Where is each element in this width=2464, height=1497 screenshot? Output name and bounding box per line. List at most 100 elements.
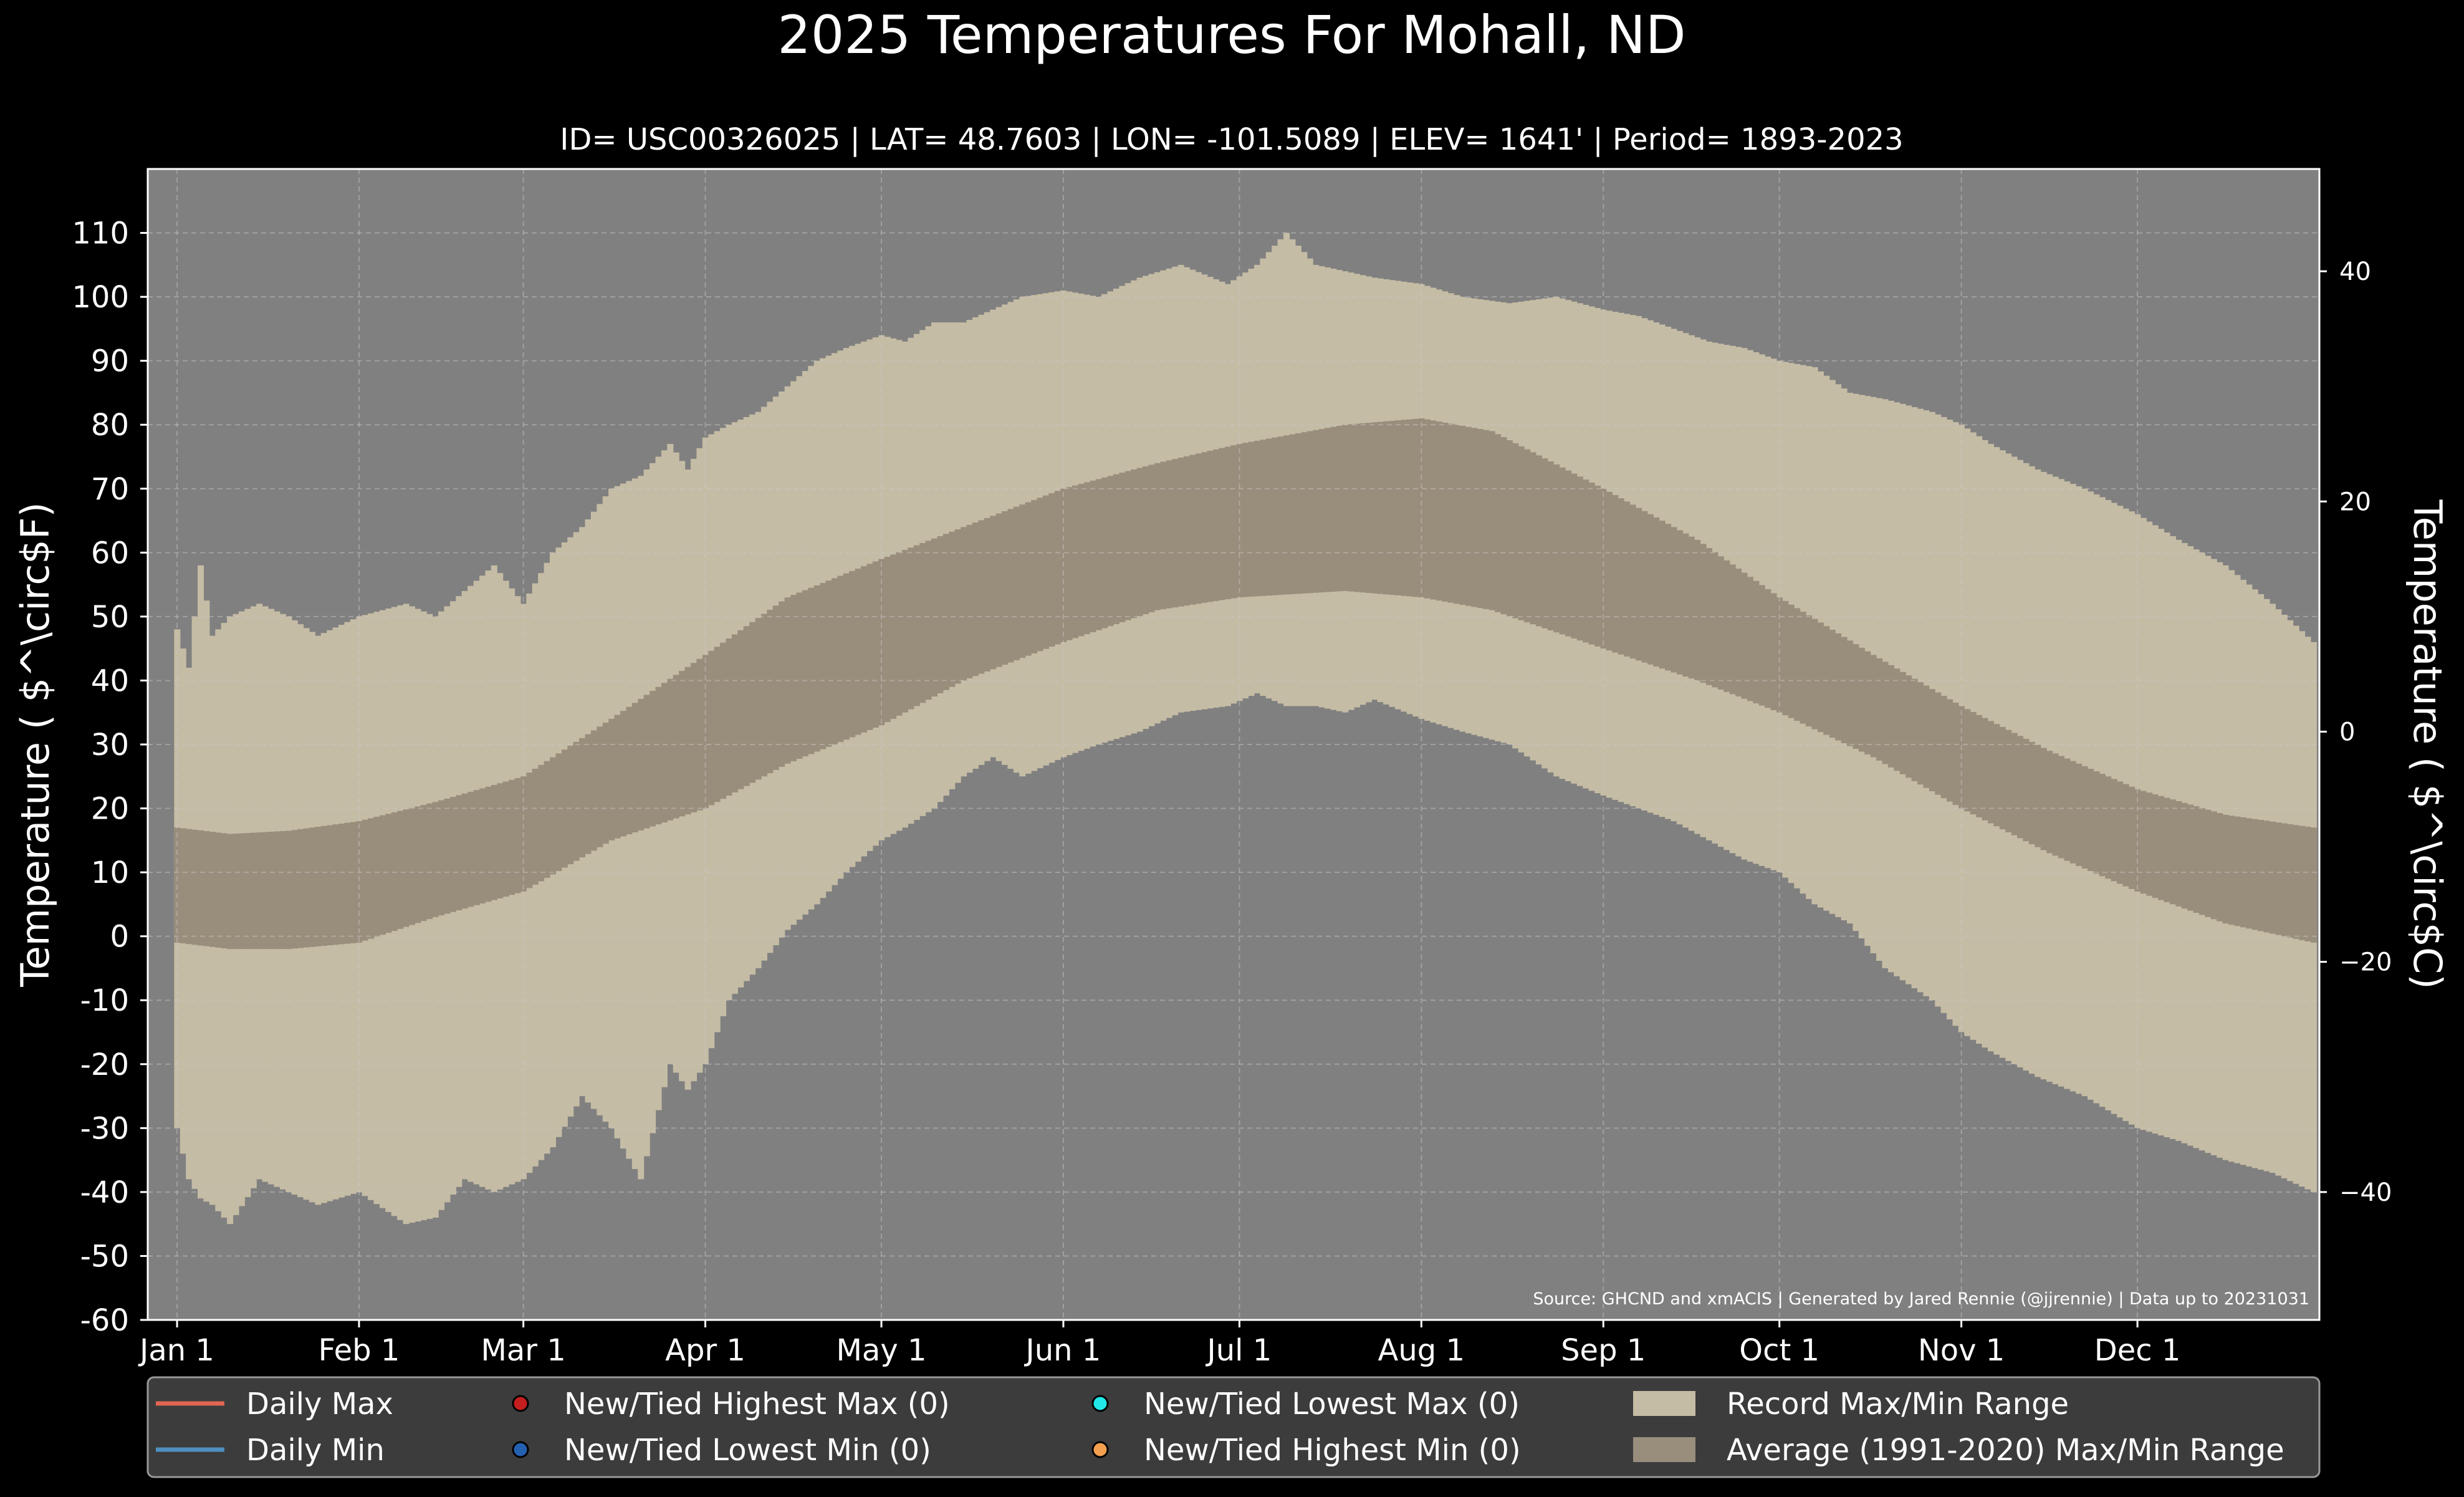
normal-bar [2228,816,2235,925]
normal-bar [925,541,932,700]
normal-bar [315,827,322,946]
normal-bar [1676,530,1683,675]
normal-bar [673,675,679,819]
y-left-tick-label: -50 [80,1239,129,1274]
normal-bar [285,830,292,950]
normal-bar [1723,560,1730,692]
normal-bar [1007,509,1014,663]
legend-marker-swatch [1091,1441,1109,1458]
normal-bar [1571,473,1578,638]
normal-bar [1964,709,1971,812]
normal-bar [949,531,956,687]
normal-bar [2205,809,2212,917]
normal-bar [1583,479,1589,643]
normal-bar [449,797,456,912]
normal-bar [872,561,879,728]
normal-bar [1277,436,1284,595]
y-right-tick-label: −20 [2339,948,2392,977]
normal-bar [1806,615,1813,727]
normal-bar [1394,420,1401,595]
normal-bar [2117,781,2124,884]
normal-bar [262,832,269,950]
normal-bar [303,828,310,948]
normal-bar [2028,741,2035,844]
normal-bar [456,795,463,910]
normal-bar [931,538,938,697]
normal-bar [544,761,550,878]
normal-bar [908,547,914,710]
normal-bar [2210,811,2217,920]
normal-bar [432,802,439,917]
x-tick-label: Dec 1 [2094,1333,2181,1368]
normal-bar [174,827,181,943]
y-left-tick-label: 0 [110,920,129,955]
normal-bar [2152,794,2159,898]
normal-bar [760,614,768,777]
normal-bar [978,520,985,674]
normal-bar [2128,786,2135,889]
normal-bar [855,568,861,735]
normal-bar [2246,818,2253,929]
normal-bar [344,822,351,944]
normal-bar [1729,564,1736,695]
normal-bar [1418,418,1425,598]
normal-bar [338,823,345,945]
normal-bar [837,575,844,743]
normal-bar [1318,429,1325,593]
normal-bar [743,626,750,786]
normal-bar [1758,585,1765,706]
normal-bar [849,570,856,738]
normal-bar [1999,726,2006,830]
normal-bar [1735,568,1742,697]
y-left-tick-label: 60 [91,536,129,570]
normal-range-bars [174,418,2317,950]
normal-bar [2122,784,2129,887]
chart-subtitle: ID= USC00326025 | LAT= 48.7603 | LON= -1… [560,122,1903,157]
normal-bar [1342,425,1349,591]
y-left-tick-label: 80 [91,408,129,443]
normal-bar [784,597,791,764]
normal-bar [1612,495,1619,653]
normal-bar [1495,434,1502,612]
normal-bar [585,734,592,854]
normal-bar [2105,776,2112,879]
normal-bar [1060,488,1067,642]
legend-box [146,1376,2321,1478]
normal-bar [590,730,597,851]
normal-bar [1864,651,1871,755]
normal-bar [696,658,703,811]
normal-bar [1336,425,1343,592]
normal-bar [1841,637,1848,744]
normal-bar [1113,474,1119,625]
normal-bar [1535,455,1542,627]
normal-bar [825,580,832,747]
normal-bar [279,830,286,950]
normal-bar [861,566,868,733]
normal-bar [1166,460,1172,609]
normal-bar [984,517,990,671]
normal-bar [691,663,697,812]
y-left-tick-label: 90 [91,344,129,379]
legend-marker-swatch [512,1395,529,1412]
x-tick-label: May 1 [837,1333,927,1368]
legend-label: Average (1991-2020) Max/Min Range [1727,1433,2284,1468]
normal-bar [1530,452,1536,625]
normal-bar [1454,425,1460,604]
normal-bar [1541,458,1548,628]
normal-bar [2275,822,2282,935]
normal-bar [520,776,527,892]
normal-bar [1894,668,1901,771]
normal-bar [1248,441,1255,597]
normal-bar [1025,502,1032,656]
legend-label: Record Max/Min Range [1727,1387,2069,1422]
normal-bar [1107,476,1114,627]
normal-bar [1172,459,1179,608]
normal-bar [937,536,944,693]
normal-bar [790,595,797,761]
normal-bar [1272,437,1278,595]
normal-bar [661,683,668,822]
source-annotation: Source: GHCND and xmACIS | Generated by … [1533,1289,2309,1309]
normal-bar [1647,514,1654,665]
normal-bar [1301,432,1308,594]
normal-bar [2088,768,2094,872]
